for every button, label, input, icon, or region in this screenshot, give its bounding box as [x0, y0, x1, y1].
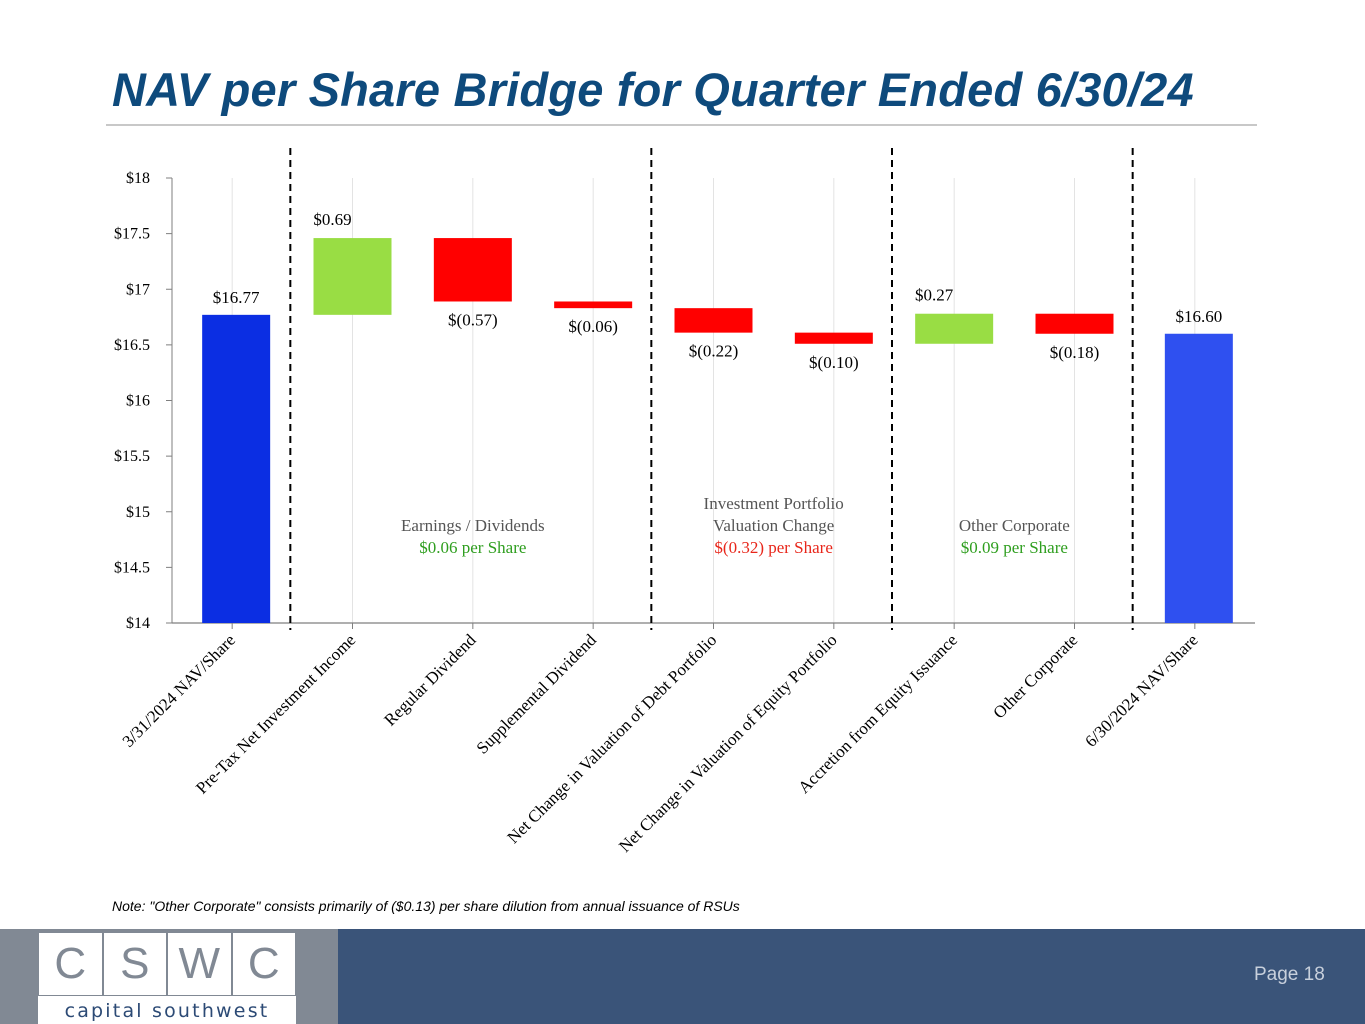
data-label: $(0.06) — [568, 317, 618, 336]
decrease-bar — [674, 308, 753, 333]
decrease-bar — [433, 238, 512, 302]
y-tick-label: $16.5 — [114, 337, 150, 354]
decrease-bar — [554, 301, 633, 309]
data-label: $(0.57) — [448, 310, 498, 329]
y-tick-label: $16 — [126, 393, 150, 410]
company-logo: C S W C capital southwest — [38, 932, 296, 1024]
logo-letters: C S W C — [38, 932, 296, 996]
y-tick-label: $17 — [126, 281, 150, 298]
data-label: $(0.10) — [809, 353, 859, 372]
category-label: 3/31/2024 NAV/Share — [119, 630, 239, 750]
start-nav-bar — [202, 314, 271, 623]
group-title: Investment Portfolio — [704, 494, 844, 513]
logo-letter: C — [231, 932, 296, 996]
data-label: $0.27 — [915, 286, 954, 305]
logo-letter: C — [38, 932, 103, 996]
group-title: Valuation Change — [713, 516, 834, 535]
y-tick-label: $15.5 — [114, 448, 150, 465]
data-label: $16.60 — [1175, 307, 1222, 326]
category-label: Net Change in Valuation of Debt Portfoli… — [503, 630, 720, 847]
increase-bar — [313, 238, 392, 315]
page-number: Page 18 — [1254, 964, 1325, 985]
logo-letter: S — [102, 932, 167, 996]
page-title: NAV per Share Bridge for Quarter Ended 6… — [112, 63, 1194, 116]
nav-bridge-chart: $14 $14.5 $15 $15.5 $16 $16.5 $17 $17.5 $18 $16.7… — [114, 148, 1255, 856]
group-value-label: $0.09 per Share — [961, 538, 1068, 557]
y-tick-label: $15 — [126, 504, 150, 521]
group-value-label: $0.06 per Share — [419, 538, 526, 557]
decrease-bar — [794, 332, 873, 344]
end-nav-bar — [1164, 333, 1233, 623]
y-tick-label: $17.5 — [114, 226, 150, 243]
increase-bar — [915, 313, 994, 344]
logo-letter: W — [167, 932, 232, 996]
data-label: $0.69 — [313, 210, 351, 229]
category-label: Net Change in Valuation of Equity Portfo… — [615, 630, 841, 856]
footnote: Note: "Other Corporate" consists primari… — [112, 898, 740, 914]
decrease-bar — [1035, 313, 1114, 334]
group-title: Earnings / Dividends — [401, 516, 545, 535]
y-tick-label: $18 — [126, 170, 150, 187]
data-label: $16.77 — [213, 288, 260, 307]
category-label: Regular Dividend — [380, 630, 480, 730]
data-label: $(0.22) — [689, 342, 739, 361]
category-label: Other Corporate — [989, 630, 1081, 722]
y-tick-label: $14.5 — [114, 559, 150, 576]
category-label: 6/30/2024 NAV/Share — [1081, 630, 1201, 750]
logo-company-name: capital southwest — [64, 1000, 270, 1022]
title-divider — [106, 124, 1257, 126]
group-value-label: $(0.32) per Share — [714, 538, 833, 557]
y-tick-label: $14 — [126, 615, 150, 632]
category-label: Supplemental Dividend — [473, 630, 601, 758]
data-label: $(0.18) — [1050, 343, 1100, 362]
group-title: Other Corporate — [959, 516, 1070, 535]
